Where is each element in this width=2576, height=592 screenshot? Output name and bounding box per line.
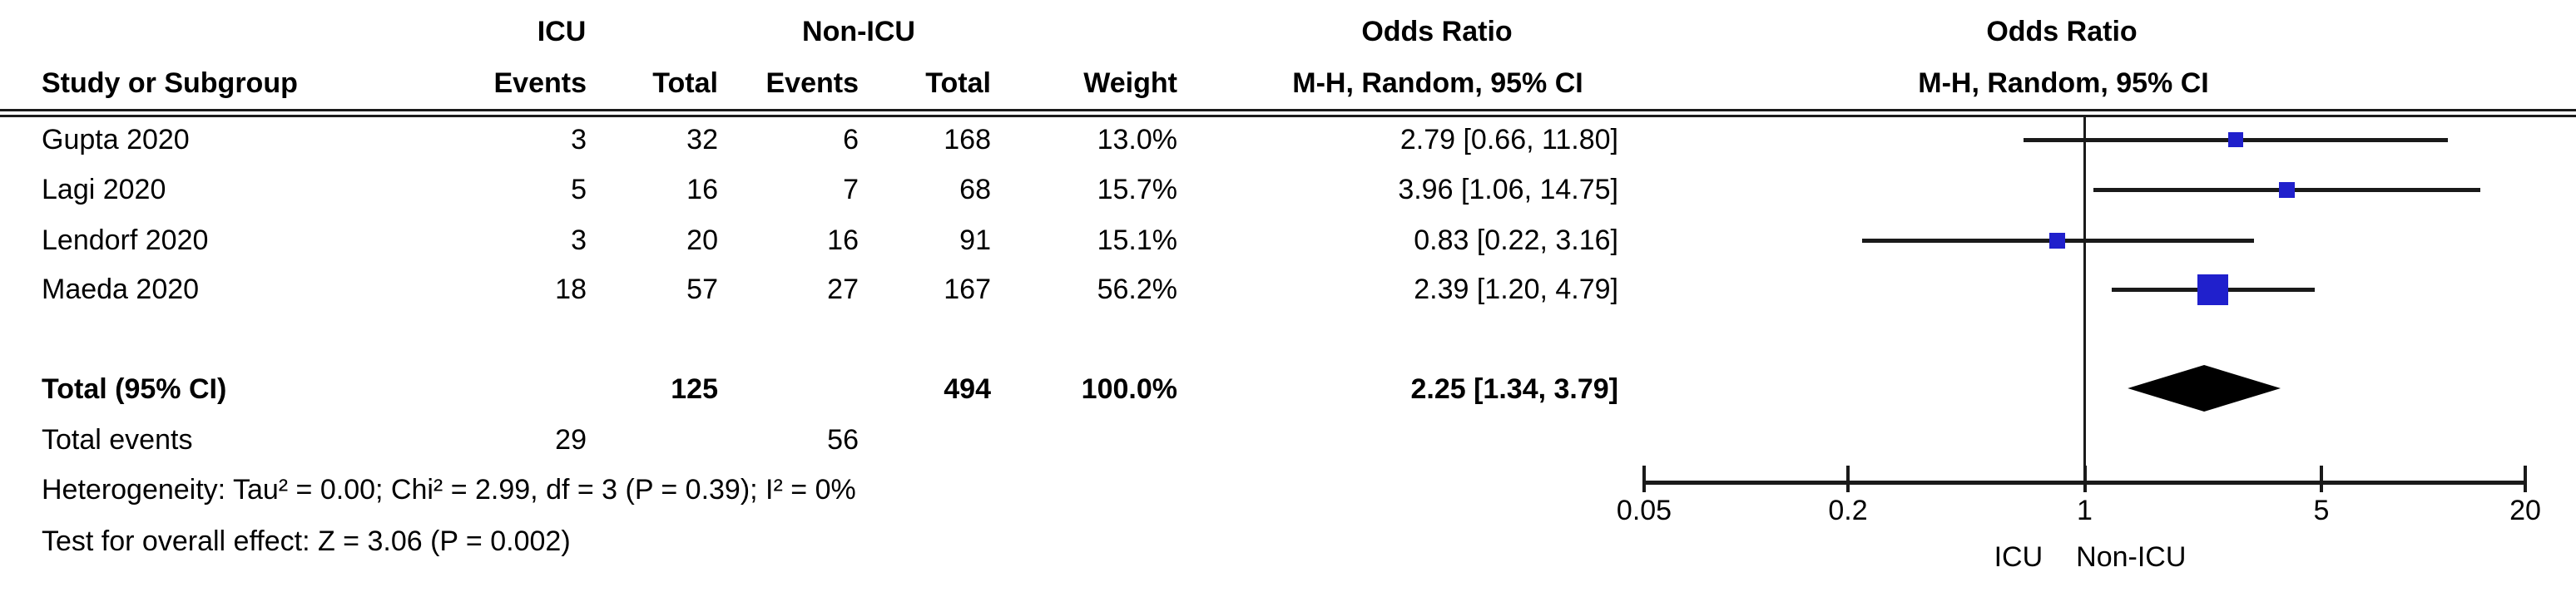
cell-total-events-label: Total events — [42, 424, 193, 456]
cell-nonicu-total: 91 — [959, 224, 991, 256]
effect-square — [2227, 132, 2243, 147]
cell-icu-total: 125 — [671, 373, 718, 405]
total-diamond — [2128, 365, 2281, 412]
cell-study: Lagi 2020 — [42, 174, 166, 205]
axis-tick-label: 0.2 — [1828, 495, 1868, 526]
cell-or-ci: 2.79 [0.66, 11.80] — [1399, 124, 1618, 155]
cell-icu-events: 18 — [555, 274, 587, 305]
axis-tick — [2524, 466, 2527, 492]
cell-icu-events: 3 — [571, 124, 587, 155]
cell-or-ci: 2.25 [1.34, 3.79] — [1410, 373, 1618, 405]
plot-header-mh-random-ci: M-H, Random, 95% CI — [1918, 67, 2209, 99]
effect-square — [2049, 232, 2066, 249]
cell-total-label: Total (95% CI) — [42, 373, 227, 405]
column-group-non-icu: Non-ICU — [802, 16, 915, 47]
header-icu-total: Total — [652, 67, 718, 99]
cell-nonicu-total: 68 — [959, 174, 991, 205]
column-group-odds-ratio: Odds Ratio — [1361, 16, 1513, 47]
header-icu-events: Events — [493, 67, 587, 99]
cell-icu-total: 32 — [686, 124, 718, 155]
axis-tick-label: 20 — [2509, 495, 2541, 526]
cell-nonicu-events: 27 — [827, 274, 859, 305]
cell-icu-events: 5 — [571, 174, 587, 205]
cell-study: Maeda 2020 — [42, 274, 200, 305]
header-nonicu-total: Total — [925, 67, 991, 99]
axis-tick — [2319, 466, 2323, 492]
cell-nonicu-events: 6 — [843, 124, 859, 155]
favours-left-label: ICU — [1994, 541, 2043, 573]
total-events-row: Total events 29 56 — [42, 422, 1618, 458]
total-row: Total (95% CI) 125 494 100.0% 2.25 [1.34… — [42, 371, 1618, 407]
effect-square — [2197, 274, 2228, 305]
table-row: Maeda 2020 18 57 27 167 56.2% 2.39 [1.20… — [42, 271, 1618, 308]
cell-or-ci: 3.96 [1.06, 14.75] — [1398, 174, 1618, 205]
table-row: Lendorf 2020 3 20 16 91 15.1% 0.83 [0.22… — [42, 222, 1618, 259]
cell-nonicu-total: 167 — [944, 274, 991, 305]
cell-icu-total: 57 — [686, 274, 718, 305]
header-study: Study or Subgroup — [42, 67, 298, 99]
cell-study: Lendorf 2020 — [42, 224, 209, 256]
header-nonicu-events: Events — [765, 67, 859, 99]
cell-icu-total: 20 — [686, 224, 718, 256]
axis-tick — [1846, 466, 1850, 492]
cell-weight: 15.7% — [1097, 174, 1177, 205]
cell-nonicu-events: 56 — [827, 424, 859, 456]
cell-weight: 13.0% — [1097, 124, 1177, 155]
cell-nonicu-events: 16 — [827, 224, 859, 256]
cell-study: Gupta 2020 — [42, 124, 190, 155]
cell-weight: 15.1% — [1097, 224, 1177, 256]
favours-right-label: Non-ICU — [2076, 541, 2187, 573]
axis-tick-label: 1 — [2077, 495, 2093, 526]
cell-or-ci: 2.39 [1.20, 4.79] — [1414, 274, 1618, 305]
cell-icu-total: 16 — [686, 174, 718, 205]
effect-square — [2279, 181, 2296, 198]
table-header-row: Study or Subgroup Events Total Events To… — [42, 65, 1618, 101]
header-weight: Weight — [1083, 67, 1177, 99]
cell-icu-events: 3 — [571, 224, 587, 256]
cell-nonicu-total: 168 — [944, 124, 991, 155]
header-mh-random-ci: M-H, Random, 95% CI — [1292, 67, 1583, 99]
header-rule-top — [0, 109, 2576, 111]
axis-tick-label: 0.05 — [1616, 495, 1672, 526]
cell-nonicu-total: 494 — [944, 373, 991, 405]
cell-weight: 56.2% — [1097, 274, 1177, 305]
no-effect-line — [2083, 116, 2086, 482]
cell-or-ci: 0.83 [0.22, 3.16] — [1414, 224, 1618, 256]
cell-icu-events: 29 — [555, 424, 587, 456]
cell-weight: 100.0% — [1081, 373, 1177, 405]
table-row: Gupta 2020 3 32 6 168 13.0% 2.79 [0.66, … — [42, 121, 1618, 158]
cell-nonicu-events: 7 — [843, 174, 859, 205]
axis-group-labels: ICU Non-ICU — [1994, 540, 2187, 574]
overall-effect-test: Test for overall effect: Z = 3.06 (P = 0… — [42, 525, 571, 557]
axis-tick — [1642, 466, 1646, 492]
column-group-icu: ICU — [537, 16, 587, 47]
axis-tick — [2083, 466, 2087, 492]
plot-title-odds-ratio: Odds Ratio — [1986, 16, 2138, 47]
heterogeneity-stats: Heterogeneity: Tau² = 0.00; Chi² = 2.99,… — [42, 474, 856, 506]
header-rule-bottom — [0, 115, 2576, 117]
axis-tick-label: 5 — [2313, 495, 2330, 526]
table-row: Lagi 2020 5 16 7 68 15.7% 3.96 [1.06, 14… — [42, 171, 1618, 208]
